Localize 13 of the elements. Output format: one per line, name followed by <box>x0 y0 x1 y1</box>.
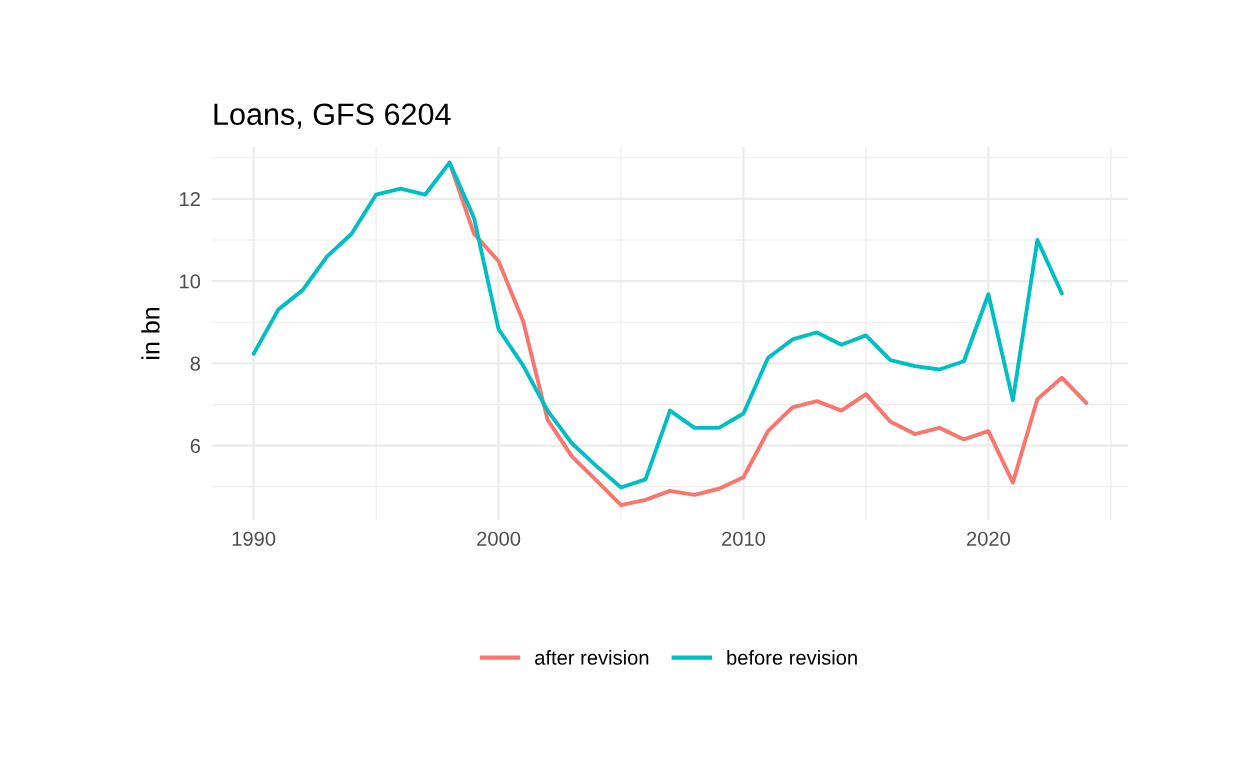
y-tick-label: 10 <box>180 274 201 289</box>
y-axis-title: in bn <box>141 308 160 359</box>
chart-title: Loans, GFS 6204 <box>214 103 451 129</box>
legend-label: before revision <box>727 650 857 665</box>
x-tick-label: 1990 <box>232 531 276 546</box>
y-tick-label: 12 <box>180 192 200 207</box>
y-tick-label: 6 <box>190 438 200 454</box>
x-tick-label: 2020 <box>967 531 1011 546</box>
legend-label: after revision <box>535 650 649 665</box>
x-tick-label: 2000 <box>477 531 521 546</box>
line-series <box>251 160 1064 490</box>
x-tick-label: 2010 <box>722 531 766 546</box>
y-tick-label: 8 <box>190 356 201 371</box>
